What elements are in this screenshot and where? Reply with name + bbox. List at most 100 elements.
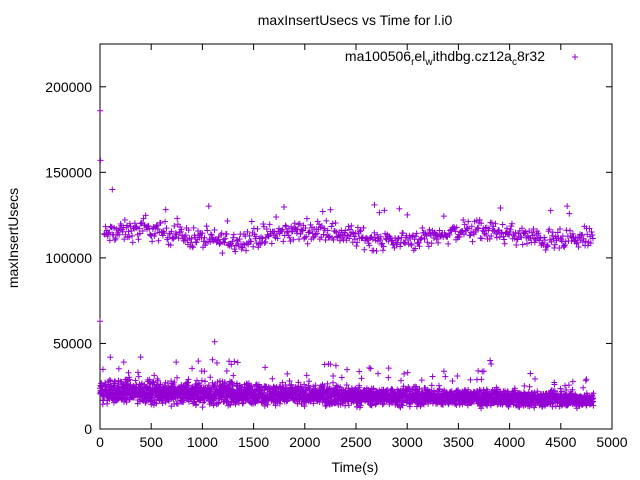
legend-marker bbox=[572, 54, 578, 60]
legend-label-part: el bbox=[414, 48, 425, 64]
data-point bbox=[344, 366, 351, 373]
data-point bbox=[104, 233, 111, 240]
data-point bbox=[388, 238, 395, 245]
data-point bbox=[177, 224, 184, 231]
data-point bbox=[397, 377, 404, 384]
data-point bbox=[480, 368, 487, 375]
data-point bbox=[280, 238, 287, 245]
data-point bbox=[583, 376, 590, 383]
data-point bbox=[288, 381, 295, 388]
data-point bbox=[419, 225, 426, 232]
legend-label-sub: c bbox=[512, 57, 517, 68]
data-point bbox=[288, 223, 295, 230]
data-point bbox=[529, 229, 536, 236]
data-point bbox=[544, 243, 551, 250]
data-point bbox=[223, 368, 230, 375]
data-point bbox=[303, 233, 310, 240]
data-point bbox=[100, 397, 107, 404]
data-point bbox=[201, 368, 208, 375]
data-point bbox=[487, 357, 494, 364]
data-point bbox=[320, 231, 327, 238]
data-point bbox=[154, 226, 161, 233]
data-point bbox=[273, 384, 280, 391]
data-point bbox=[524, 240, 531, 247]
data-point bbox=[425, 243, 432, 250]
data-point bbox=[269, 375, 276, 382]
data-point bbox=[112, 235, 119, 242]
data-point bbox=[305, 382, 312, 389]
data-point bbox=[240, 240, 247, 247]
data-point bbox=[137, 354, 144, 361]
data-point bbox=[286, 234, 293, 241]
y-tick-label: 150000 bbox=[45, 164, 92, 180]
data-point bbox=[529, 232, 536, 239]
data-point bbox=[302, 225, 309, 232]
data-point bbox=[153, 400, 160, 407]
data-point bbox=[314, 218, 321, 225]
data-point bbox=[564, 203, 571, 210]
data-point bbox=[366, 364, 373, 371]
data-point bbox=[566, 210, 573, 217]
data-point bbox=[307, 221, 314, 228]
data-point bbox=[539, 240, 546, 247]
data-point bbox=[374, 231, 381, 238]
data-point bbox=[284, 370, 291, 377]
data-point bbox=[248, 238, 255, 245]
data-point bbox=[452, 228, 459, 235]
data-point bbox=[445, 230, 452, 237]
data-point bbox=[109, 186, 116, 193]
data-point bbox=[125, 369, 132, 376]
data-point bbox=[135, 373, 142, 380]
data-point bbox=[573, 240, 580, 247]
data-point bbox=[574, 239, 581, 246]
data-point bbox=[217, 240, 224, 247]
data-point bbox=[321, 383, 328, 390]
data-point bbox=[288, 228, 295, 235]
data-point bbox=[522, 228, 529, 235]
data-point bbox=[327, 361, 334, 368]
data-point bbox=[467, 232, 474, 239]
x-tick-label: 500 bbox=[140, 434, 164, 450]
data-point bbox=[216, 241, 223, 248]
data-point bbox=[416, 243, 423, 250]
data-point bbox=[187, 239, 194, 246]
data-point bbox=[486, 225, 493, 232]
data-point bbox=[248, 218, 255, 225]
data-point bbox=[107, 354, 114, 361]
data-point bbox=[293, 230, 300, 237]
data-point bbox=[157, 220, 164, 227]
data-point bbox=[193, 239, 200, 246]
data-point bbox=[567, 227, 574, 234]
data-point bbox=[474, 224, 481, 231]
data-point bbox=[202, 378, 209, 385]
data-point bbox=[153, 223, 160, 230]
data-point bbox=[140, 215, 147, 222]
data-point bbox=[301, 403, 308, 410]
data-point bbox=[394, 235, 401, 242]
legend-label: ma100506relwithdbg.cz12ac8r32 bbox=[345, 48, 545, 68]
data-point bbox=[247, 382, 254, 389]
data-point bbox=[531, 235, 538, 242]
data-point bbox=[97, 318, 103, 325]
data-point bbox=[172, 229, 179, 236]
data-point bbox=[279, 226, 286, 233]
data-point bbox=[106, 377, 113, 384]
data-point bbox=[324, 227, 331, 234]
data-point bbox=[191, 398, 198, 405]
data-point bbox=[260, 389, 267, 396]
data-point bbox=[99, 366, 106, 373]
data-point bbox=[499, 221, 506, 228]
data-point bbox=[559, 233, 566, 240]
data-point bbox=[282, 222, 289, 229]
data-point bbox=[332, 220, 339, 227]
data-point bbox=[228, 243, 235, 250]
data-point bbox=[351, 236, 358, 243]
data-point bbox=[162, 206, 169, 213]
data-point bbox=[488, 233, 495, 240]
data-point bbox=[295, 379, 302, 386]
data-point bbox=[580, 384, 587, 391]
data-point bbox=[129, 239, 136, 246]
data-point bbox=[359, 234, 366, 241]
